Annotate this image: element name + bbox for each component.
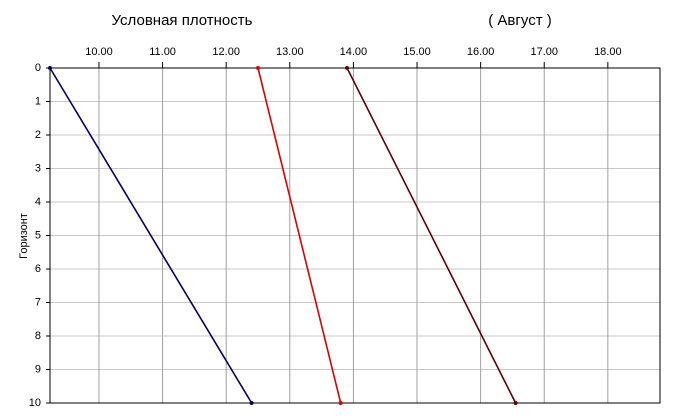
y-axis-label: Горизонт	[18, 213, 30, 259]
point	[345, 66, 350, 70]
x-tick-label: 16.00	[467, 46, 495, 58]
point	[513, 401, 518, 405]
y-tick-label: 1	[35, 95, 41, 107]
x-tick-label: 17.00	[530, 46, 558, 58]
x-tick-label: 18.00	[594, 46, 622, 58]
y-tick-label: 10	[29, 397, 41, 409]
y-tick-label: 2	[35, 129, 41, 141]
y-tick-label: 4	[35, 196, 41, 208]
plot-frame	[49, 67, 661, 404]
series-line	[346, 67, 517, 404]
series-line	[49, 67, 253, 404]
series-line	[257, 67, 342, 404]
y-tick-label: 9	[35, 363, 41, 375]
point	[255, 66, 260, 70]
y-tick-label: 5	[35, 229, 41, 241]
y-tick-label: 7	[35, 296, 41, 308]
point	[48, 66, 52, 70]
y-tick-label: 6	[35, 263, 41, 275]
chart-title: Условная плотность	[112, 12, 253, 29]
x-tick-label: 12.00	[212, 46, 240, 58]
point	[338, 401, 343, 405]
x-tick-label: 13.00	[276, 46, 304, 58]
y-tick-label: 8	[35, 330, 41, 342]
chart-subtitle: ( Август )	[488, 12, 551, 29]
y-tick-label: 3	[35, 162, 41, 174]
x-tick-label: 11.00	[149, 46, 176, 58]
point	[249, 401, 254, 405]
x-tick-label: 10.00	[85, 46, 113, 58]
x-tick-label: 15.00	[403, 46, 431, 58]
y-tick-label: 0	[35, 62, 41, 74]
x-tick-label: 14.00	[340, 46, 368, 58]
